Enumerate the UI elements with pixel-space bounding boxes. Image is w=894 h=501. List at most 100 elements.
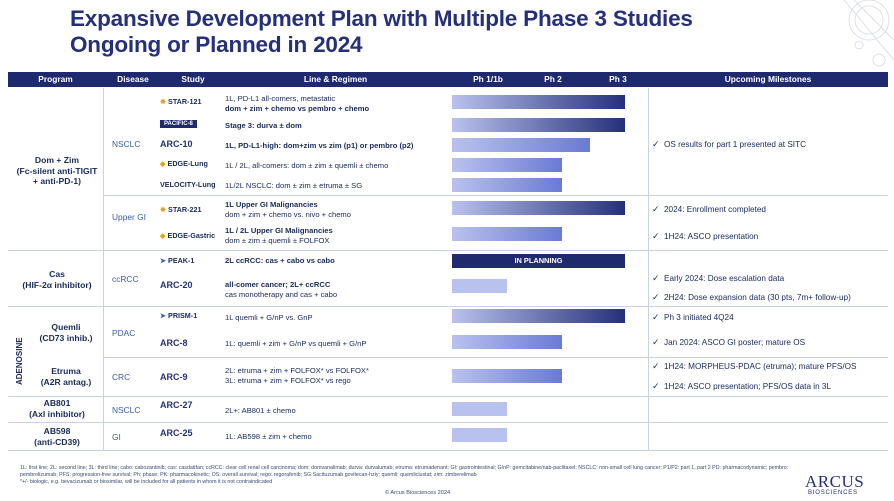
study-star-221: ✸ STAR-221: [160, 205, 202, 214]
study-star-121: ✸ STAR-121: [160, 97, 202, 106]
check-icon: ✓: [652, 312, 660, 322]
phase-bar-arc10: [452, 138, 590, 152]
study-pacific-8: PACIFIC-8: [160, 120, 197, 128]
brand-logo: ARCUS: [805, 472, 865, 491]
regimen-arc-20: all-comer cancer; 2L+ ccRCC cas monothera…: [225, 280, 338, 299]
footnotes: 1L: first line; 2L: second line; 3L: thi…: [20, 465, 790, 486]
star-icon: ✸: [160, 205, 167, 214]
regimen-star-121: 1L, PD-L1 all-comers, metastatic dom + zi…: [225, 94, 370, 113]
check-icon: ✓: [652, 381, 660, 391]
study-arc-25: ARC-25: [160, 428, 193, 438]
regimen-peak-1: 2L ccRCC: cas + cabo vs cabo: [225, 256, 335, 265]
header-disease: Disease: [117, 74, 149, 84]
copyright: © Arcus Biosciences 2024: [385, 490, 451, 496]
program-quemli: Quemli (CD73 inhib.): [39, 322, 93, 343]
disease-crc: CRC: [112, 372, 131, 382]
phase-bar-prism1: [452, 309, 625, 323]
study-arc-8: ARC-8: [160, 338, 188, 348]
check-icon: ✓: [652, 361, 660, 371]
adenosine-label: ADENOSINE: [15, 337, 24, 385]
disease-nsclc: NSCLC: [112, 139, 141, 149]
footnote-biologic: *+/- biologic, e.g. bevacizumab or biosi…: [20, 479, 273, 485]
phase-bar-edgegastric: [452, 227, 562, 241]
regimen-arc-8: 1L: quemli + zim + G/nP vs quemli + G/nP: [225, 339, 367, 348]
study-peak-1: ➤ PEAK-1: [160, 256, 195, 265]
disease-upper-gi: Upper GI: [112, 212, 146, 222]
header-milestones: Upcoming Milestones: [724, 74, 812, 84]
disease-nsclc-2: NSCLC: [112, 405, 141, 415]
milestone-5: ✓ 2H24: Dose expansion data (30 pts, 7m+ …: [652, 292, 851, 302]
study-arc-9: ARC-9: [160, 372, 188, 382]
divider: [8, 250, 888, 251]
diamond-icon: ◆: [160, 231, 166, 240]
check-icon: ✓: [652, 204, 660, 214]
study-arc-20: ARC-20: [160, 280, 193, 290]
header-program: Program: [38, 74, 73, 84]
corner-decoration: [843, 0, 894, 67]
study-prism-1: ➤ PRISM-1: [160, 311, 198, 320]
phase-bar-velocity: [452, 178, 562, 192]
phase-bar-arc27: [452, 402, 507, 416]
brand-logo-sub: BIOSCIENCES: [808, 490, 858, 496]
phase-bar-edgelung: [452, 158, 562, 172]
regimen-edge-lung: 1L / 2L, all-comers: dom ± zim ± quemli …: [225, 161, 389, 170]
phase-bar-star221: [452, 201, 625, 215]
phase-bar-arc20: [452, 279, 507, 293]
title-line-1: Expansive Development Plan with Multiple…: [70, 6, 693, 31]
phase-bar-pacific8: [452, 118, 625, 132]
program-dom-zim: Dom + Zim (Fc-silent anti-TIGIT + anti-P…: [16, 155, 98, 186]
header-ph2: Ph 2: [544, 74, 562, 84]
divider: [103, 195, 888, 196]
header-ph1: Ph 1/1b: [473, 74, 503, 84]
milestone-3: ✓ 1H24: ASCO presentation: [652, 231, 759, 241]
milestone-2: ✓ 2024: Enrollment completed: [652, 204, 766, 214]
study-arc-10: ARC-10: [160, 139, 193, 149]
regimen-arc-9: 2L: etruma + zim + FOLFOX* vs FOLFOX* 3L:…: [225, 366, 369, 385]
program-etruma: Etruma (A2R antag.): [40, 366, 92, 387]
study-arc-27: ARC-27: [160, 400, 193, 410]
regimen-prism-1: 1L quemli + G/nP vs. GnP: [225, 313, 313, 322]
header-ph3: Ph 3: [609, 74, 627, 84]
program-ab801: AB801 (Axl inhibitor): [29, 398, 85, 419]
diamond-icon: ◆: [160, 159, 166, 168]
disease-ccrcc: ccRCC: [112, 274, 139, 284]
check-icon: ✓: [652, 292, 660, 302]
header-study: Study: [181, 74, 205, 84]
milestone-8: ✓ 1H24: MORPHEUS-PDAC (etruma); mature PF…: [652, 361, 857, 371]
regimen-edge-gastric: 1L / 2L Upper GI Malignancies dom ± zim ±…: [225, 226, 333, 245]
phase-bar-arc25: [452, 428, 507, 442]
check-icon: ✓: [652, 273, 660, 283]
phase-bar-arc8: [452, 335, 562, 349]
regimen-arc-25: 1L: AB598 ± zim + chemo: [225, 432, 312, 441]
milestone-7: ✓ Jan 2024: ASCO GI poster; mature OS: [652, 337, 806, 347]
regimen-velocity-lung: 1L/2L NSCLC: dom ± zim ± etruma ± SG: [225, 181, 363, 190]
check-icon: ✓: [652, 139, 660, 149]
study-velocity-lung: VELOCITY-Lung: [160, 180, 216, 189]
arrow-icon: ➤: [160, 311, 167, 320]
phase-bar-peak1: IN PLANNING: [452, 254, 625, 268]
footnote-abbreviations: 1L: first line; 2L: second line; 3L: thi…: [20, 465, 789, 478]
milestone-1: ✓ OS results for part 1 presented at SITC: [652, 139, 806, 149]
check-icon: ✓: [652, 231, 660, 241]
study-edge-lung: ◆ EDGE-Lung: [160, 159, 208, 168]
regimen-star-221: 1L Upper GI Malignancies dom + zim + chem…: [225, 200, 351, 219]
program-ab598: AB598 (anti-CD39): [34, 426, 80, 447]
table-header: Program Disease Study Line & Regimen Ph …: [8, 72, 888, 87]
divider: [8, 306, 888, 307]
divider: [103, 357, 888, 358]
regimen-arc-27: 2L+: AB801 ± chemo: [225, 406, 296, 415]
divider: [8, 422, 888, 423]
study-edge-gastric: ◆ EDGE-Gastric: [160, 231, 216, 240]
adenosine-text: ADENOSINE: [15, 337, 24, 385]
divider: [8, 396, 888, 397]
header-line-regimen: Line & Regimen: [303, 74, 368, 84]
page-title: Expansive Development Plan with Multiple…: [70, 6, 693, 58]
divider: [8, 450, 888, 451]
program-cas: Cas (HIF-2α inhibitor): [22, 269, 92, 290]
divider: [103, 88, 104, 450]
title-line-2: Ongoing or Planned in 2024: [70, 32, 363, 57]
regimen-pacific-8: Stage 3: durva ± dom: [225, 121, 302, 130]
star-icon: ✸: [160, 97, 167, 106]
milestone-6: ✓ Ph 3 initiated 4Q24: [652, 312, 734, 322]
check-icon: ✓: [652, 337, 660, 347]
